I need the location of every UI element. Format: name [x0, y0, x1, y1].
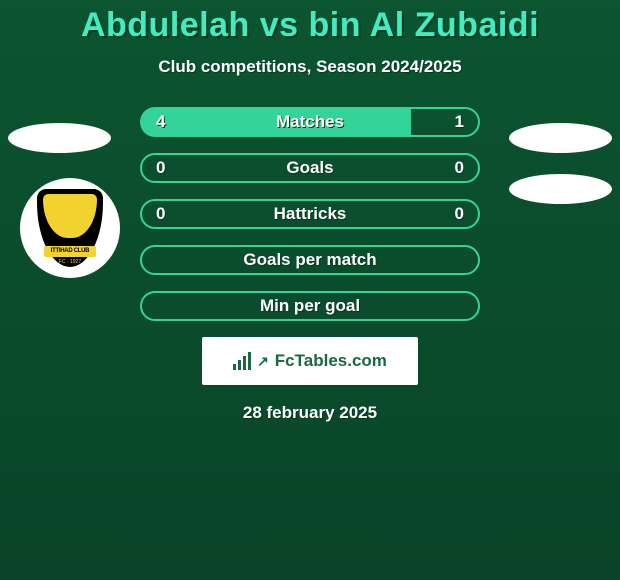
- stat-row-hattricks: 0 Hattricks 0: [140, 199, 480, 229]
- stat-right: 0: [424, 204, 464, 224]
- site-brand-box[interactable]: ↗ FcTables.com: [202, 337, 418, 385]
- page-title: Abdulelah vs bin Al Zubaidi: [0, 6, 620, 45]
- stat-label: Matches: [196, 112, 424, 132]
- left-flag-placeholder: [8, 123, 111, 153]
- club-badge: ITTIHAD CLUB FC · 1927: [20, 178, 120, 278]
- stat-left: 0: [156, 204, 196, 224]
- shield-icon: ITTIHAD CLUB FC · 1927: [37, 189, 103, 267]
- stat-label: Goals: [196, 158, 424, 178]
- club-founded: FC · 1927: [59, 259, 81, 265]
- right-flag-placeholder-1: [509, 123, 612, 153]
- right-flag-placeholder-2: [509, 174, 612, 204]
- brand-label: FcTables.com: [275, 351, 387, 371]
- stat-row-mpg: Min per goal: [140, 291, 480, 321]
- club-ribbon: ITTIHAD CLUB: [44, 246, 96, 257]
- stat-row-goals: 0 Goals 0: [140, 153, 480, 183]
- stat-left: 4: [156, 112, 196, 132]
- arrow-icon: ↗: [257, 353, 269, 370]
- stat-label: Goals per match: [196, 250, 424, 270]
- stat-label: Hattricks: [196, 204, 424, 224]
- stat-right: 1: [424, 112, 464, 132]
- stat-label: Min per goal: [196, 296, 424, 316]
- date-label: 28 february 2025: [0, 403, 620, 423]
- stat-row-matches: 4 Matches 1: [140, 107, 480, 137]
- subtitle: Club competitions, Season 2024/2025: [0, 57, 620, 77]
- stat-row-gpm: Goals per match: [140, 245, 480, 275]
- bar-chart-icon: [233, 352, 255, 370]
- stat-right: 0: [424, 158, 464, 178]
- stat-left: 0: [156, 158, 196, 178]
